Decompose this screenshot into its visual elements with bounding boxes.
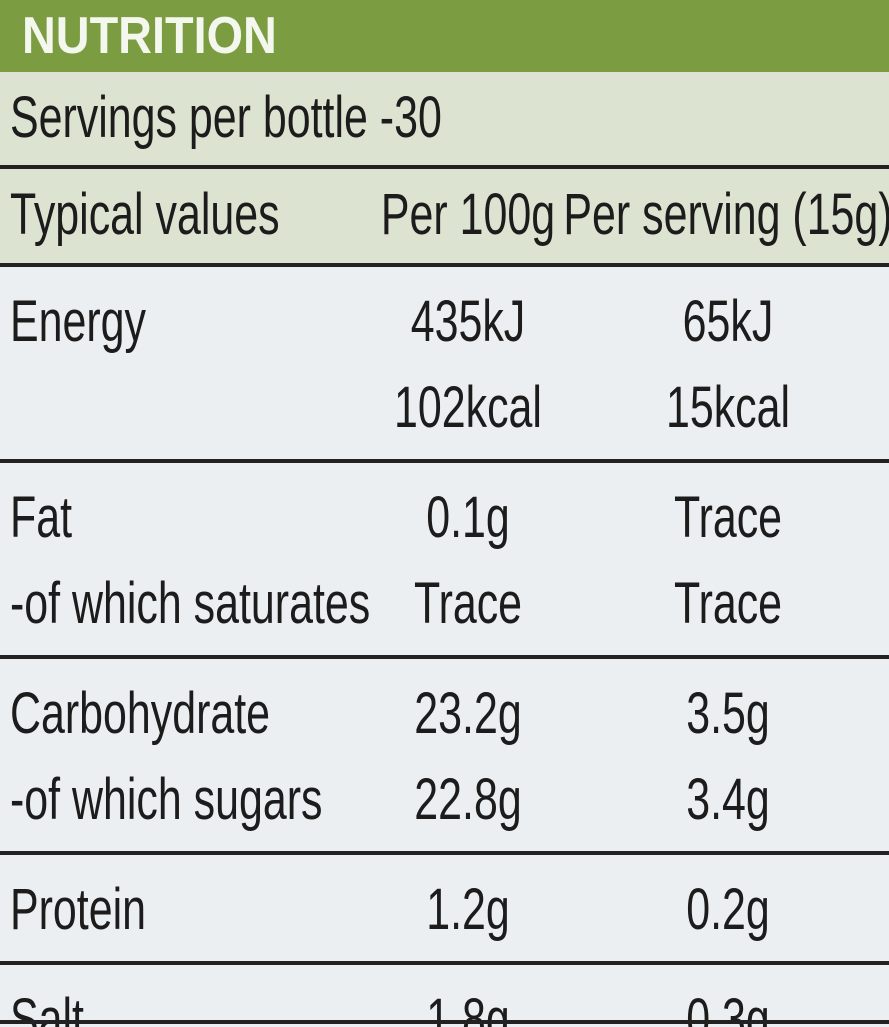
- per-100g-value: 22.8g: [414, 767, 522, 832]
- per-serving-value: Trace: [673, 485, 783, 550]
- per-100g-value: 0.1g: [426, 485, 510, 550]
- servings: Servings per bottle -30: [10, 85, 442, 150]
- divider: [0, 961, 889, 965]
- divider: [0, 655, 889, 659]
- per-serving-value: 3.4g: [686, 767, 770, 832]
- divider: [0, 263, 889, 267]
- per-100g-value: 23.2g: [414, 681, 522, 746]
- divider: [0, 851, 889, 855]
- per-serving-value: 15kcal: [665, 375, 791, 440]
- per-serving-value: Trace: [673, 571, 783, 636]
- row-label: Fat: [10, 485, 73, 550]
- per-serving-value: 0.2g: [686, 877, 770, 942]
- row-label: Energy: [10, 289, 146, 354]
- per-100g-value: 1.2g: [426, 877, 510, 942]
- per-serving-value: 3.5g: [686, 681, 770, 746]
- per-100g-value: Trace: [413, 571, 523, 636]
- header-band: [0, 0, 889, 72]
- divider: [0, 1020, 889, 1024]
- divider: [0, 459, 889, 463]
- row-label: -of which saturates: [10, 571, 371, 636]
- row-label: Carbohydrate: [10, 681, 271, 746]
- divider: [0, 165, 889, 169]
- column-header: Typical values: [10, 182, 280, 247]
- column-header: Per serving (15g): [563, 182, 889, 247]
- title: NUTRITION: [22, 7, 277, 65]
- row-label: Protein: [10, 877, 146, 942]
- per-100g-value: 435kJ: [410, 289, 526, 354]
- per-serving-value: 65kJ: [682, 289, 774, 354]
- row-label: -of which sugars: [10, 767, 323, 832]
- per-100g-value: 102kcal: [394, 375, 542, 440]
- column-header: Per 100g: [380, 182, 556, 247]
